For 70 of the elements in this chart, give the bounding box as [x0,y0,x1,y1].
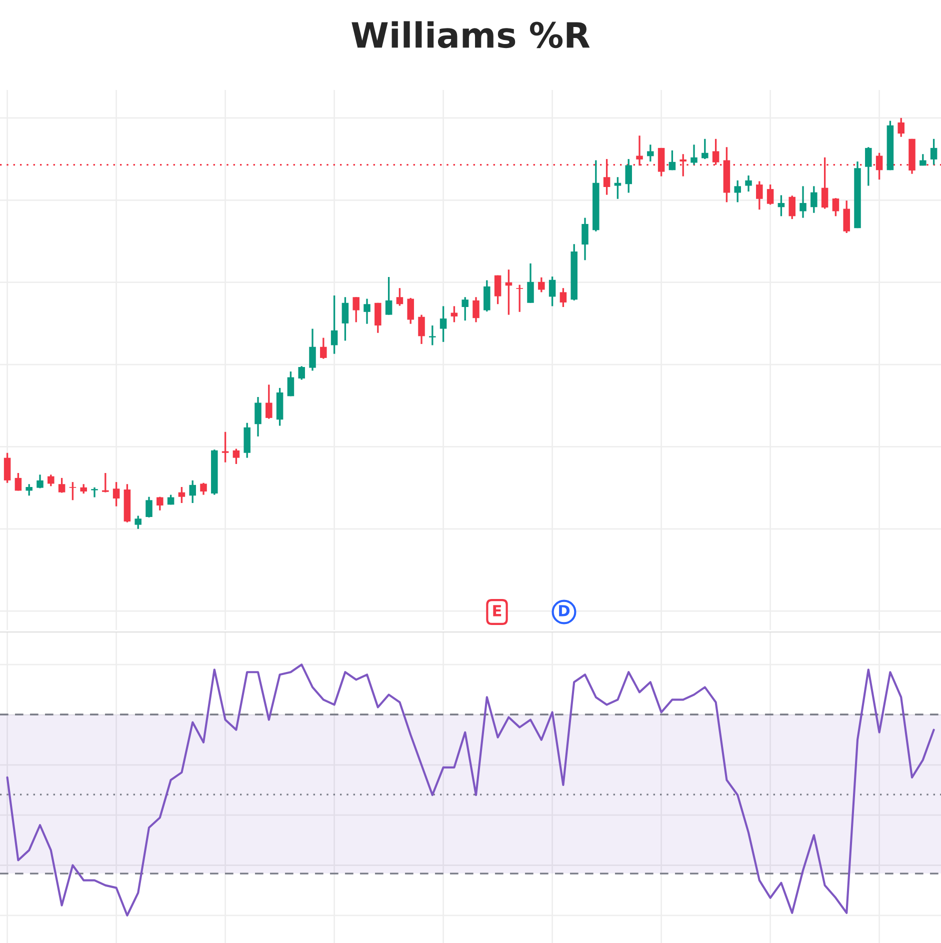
candlestick [178,486,186,504]
candlestick [254,396,262,438]
candlestick [745,174,752,192]
candlestick [418,314,425,345]
text: E [493,605,502,616]
candlestick [527,262,534,304]
candlestick [614,176,622,200]
chart-title: Williams %R [352,21,590,48]
candlestick [843,200,850,234]
candlestick [134,514,142,530]
text: D [559,605,570,616]
candlestick [658,147,665,178]
candlestick [4,452,11,484]
candlestick [385,276,392,316]
candlestick [298,365,305,381]
candlestick [778,194,785,217]
candlestick [647,144,654,162]
candlestick [287,370,294,397]
candlestick [462,296,468,322]
candlestick [690,144,698,166]
candlestick [484,279,490,312]
candlestick [930,138,938,166]
candlestick [810,185,818,214]
candlestick [80,483,87,494]
candlestick [548,276,556,307]
candlestick [189,480,196,504]
candlestick [330,294,338,355]
candlestick [396,287,404,307]
candlestick [309,328,316,372]
candlestick [352,296,360,324]
candlestick [407,297,414,325]
candlestick [450,305,458,324]
candlestick [91,486,98,498]
candlestick [58,477,66,494]
candlestick [26,483,32,496]
candlestick [69,481,76,501]
candlestick [200,482,207,496]
candlestick [702,138,708,160]
candlestick [266,384,272,420]
candlestick [364,298,370,325]
candlestick [374,302,382,334]
candlestick [156,496,164,512]
candlestick [48,474,54,487]
candlestick [494,274,502,305]
candlestick [538,276,545,294]
candlestick [320,336,327,360]
candlestick [14,472,22,492]
candlestick [865,146,872,187]
candlestick [898,117,904,138]
candlestick [800,185,806,219]
candlestick [560,287,567,308]
candlestick [516,284,523,313]
candlestick [668,150,676,171]
candlestick [832,197,840,217]
candlestick [734,180,741,204]
candlestick [440,305,447,343]
candlestick [36,474,44,490]
candlestick [766,184,774,206]
candlestick [429,324,436,346]
candlestick [112,481,120,508]
candlestick [472,296,480,324]
candlestick [232,448,240,465]
candlestick [756,180,763,210]
candlestick [582,216,588,261]
candlestick [102,472,109,494]
candlestick [222,431,229,464]
candlestick [788,194,796,220]
candlestick [342,296,349,342]
candlestick [625,158,632,194]
candlestick [146,496,152,518]
